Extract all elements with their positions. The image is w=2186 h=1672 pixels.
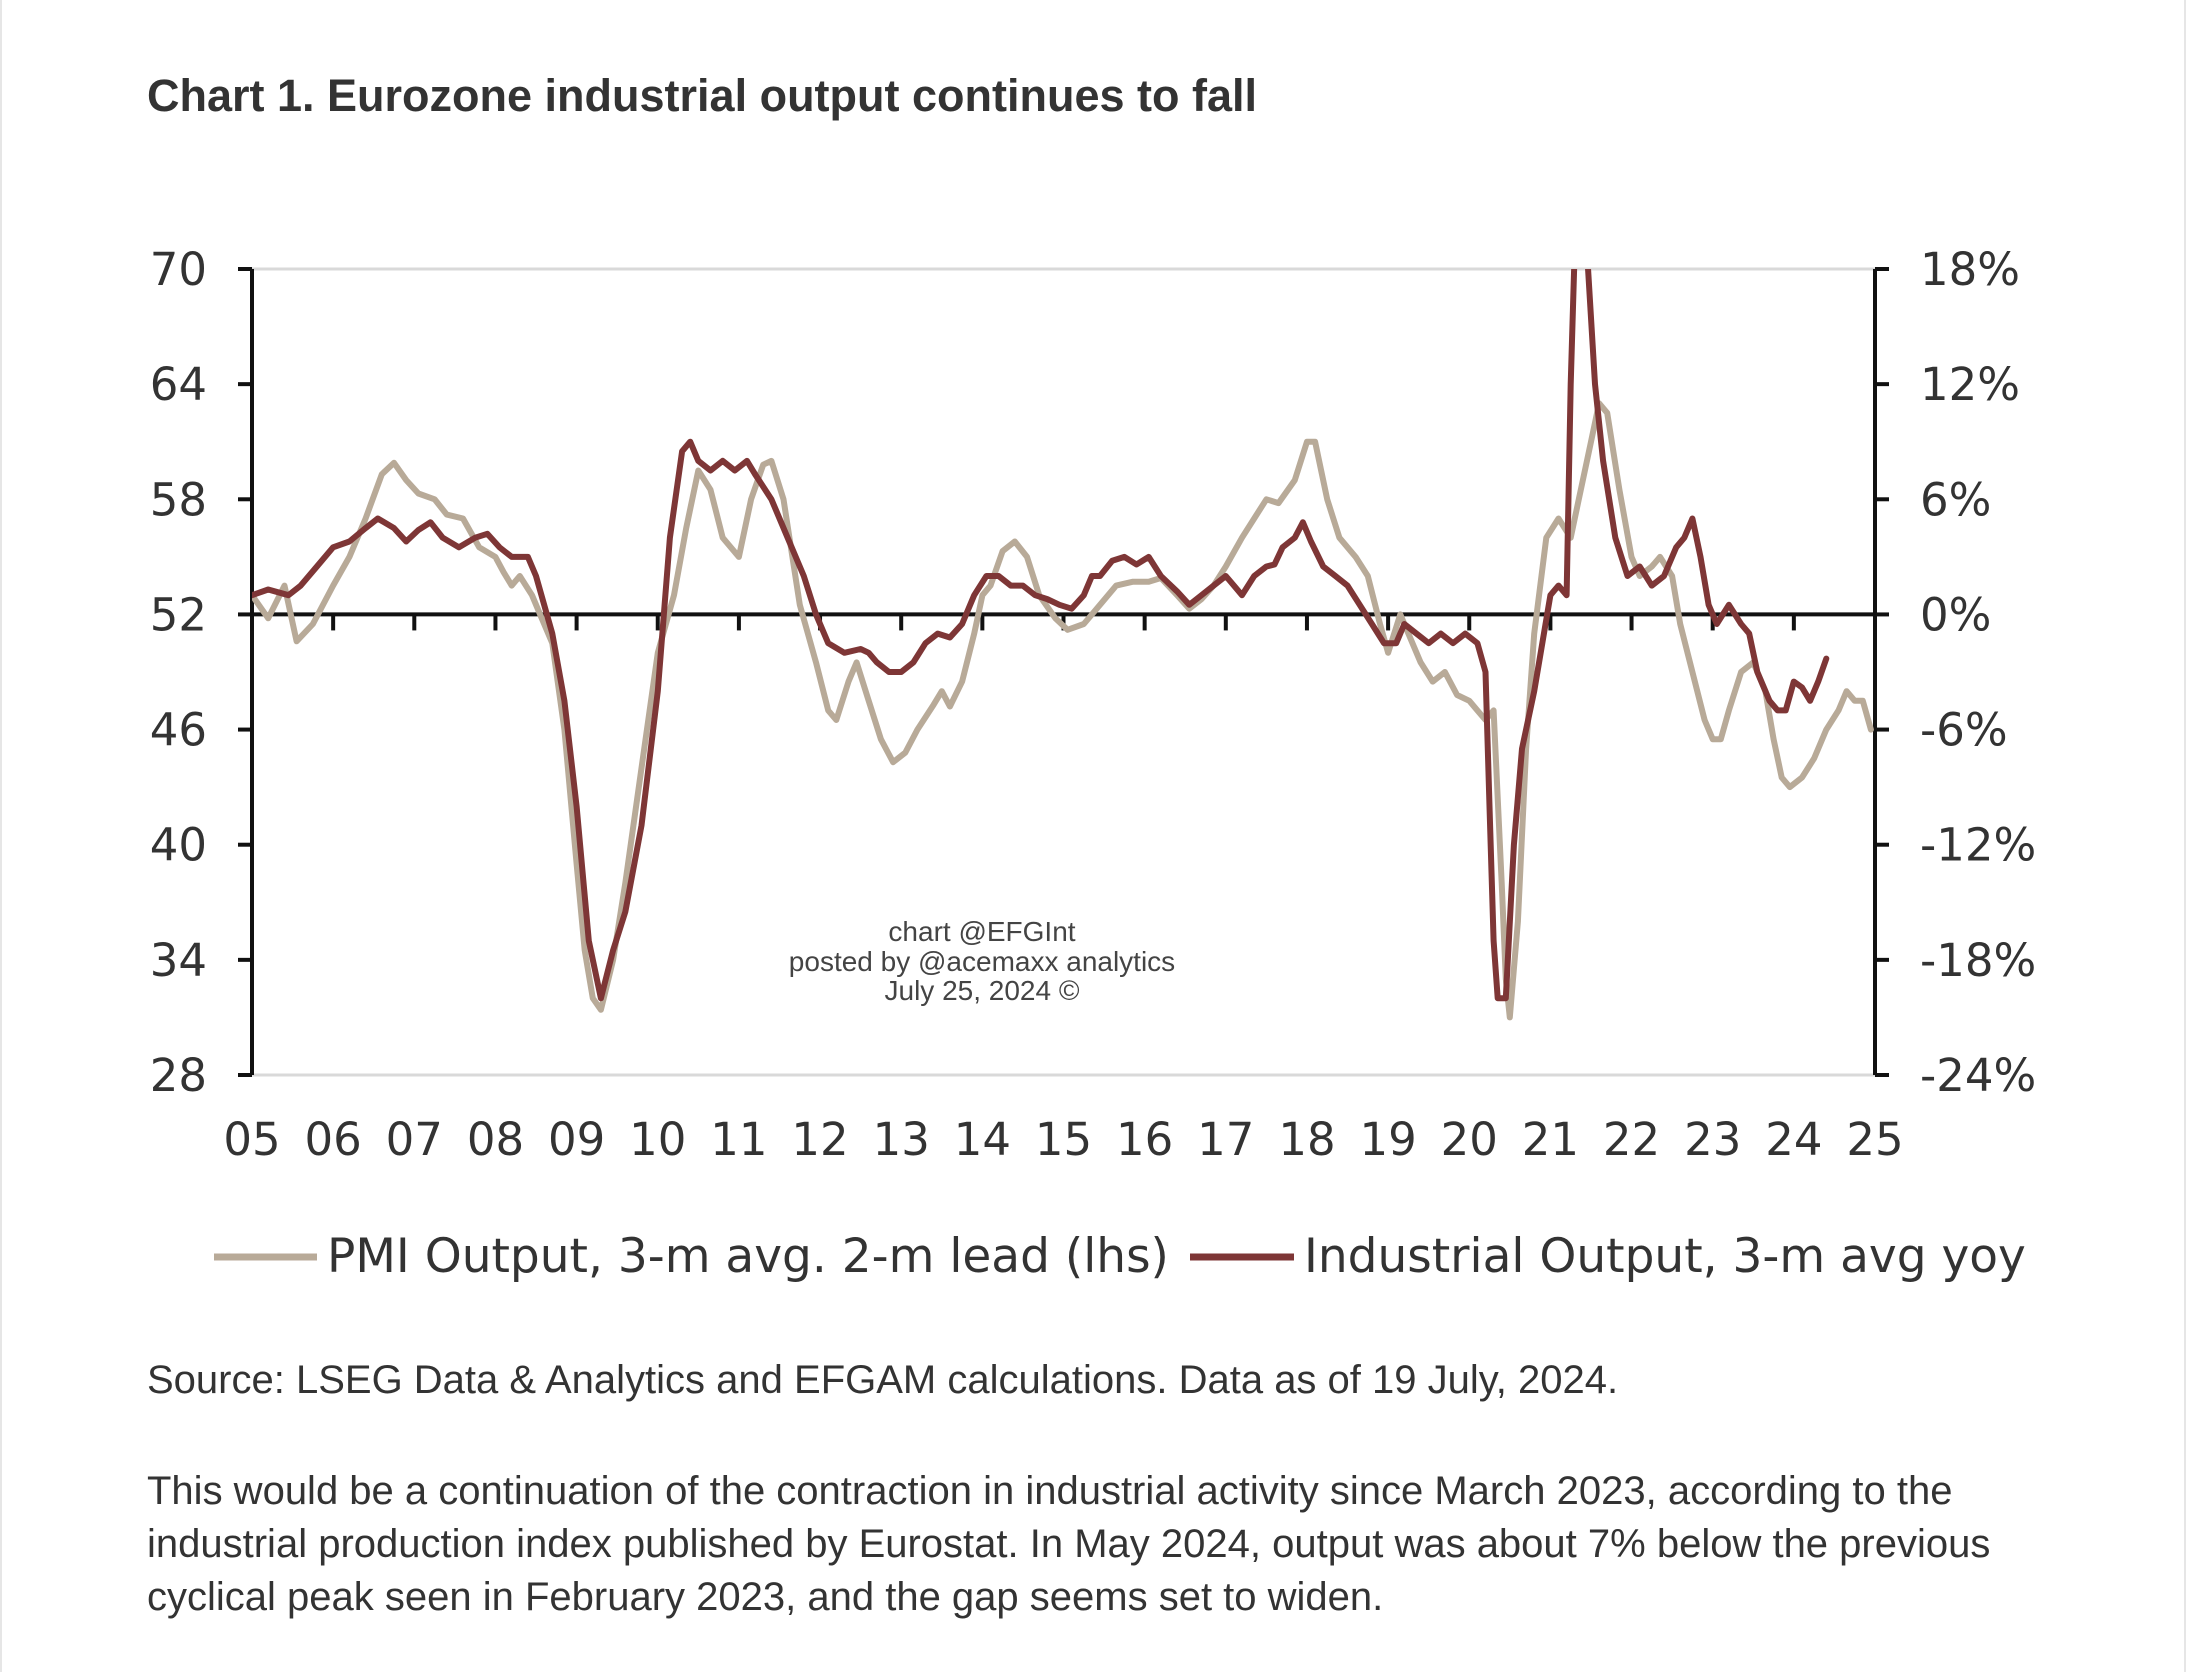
watermark-line-2: posted by @acemaxx analytics bbox=[789, 946, 1175, 977]
x-axis-tick-label: 12 bbox=[791, 1113, 848, 1166]
x-axis-tick-label: 11 bbox=[710, 1113, 767, 1166]
x-axis-tick-label: 19 bbox=[1359, 1113, 1416, 1166]
watermark-line-1: chart @EFGInt bbox=[888, 916, 1075, 947]
x-axis-tick-label: 07 bbox=[386, 1113, 443, 1166]
left-axis-tick-label: 34 bbox=[150, 934, 207, 987]
x-axis-tick-label: 08 bbox=[467, 1113, 524, 1166]
watermark-line-3: July 25, 2024 © bbox=[885, 975, 1080, 1006]
series-layer bbox=[252, 269, 1874, 1021]
series-line-pmi bbox=[252, 400, 1874, 1021]
x-axis-tick-label: 18 bbox=[1278, 1113, 1335, 1166]
x-axis-tick-label: 25 bbox=[1846, 1113, 1903, 1166]
left-axis-tick-label: 46 bbox=[150, 704, 207, 757]
x-axis-tick-label: 14 bbox=[954, 1113, 1011, 1166]
x-axis-tick-label: 15 bbox=[1035, 1113, 1092, 1166]
x-axis-tick-label: 05 bbox=[223, 1113, 280, 1166]
right-axis-tick-label: 12% bbox=[1920, 358, 2020, 411]
left-axis-tick-label: 28 bbox=[150, 1049, 207, 1102]
series-line-industrial bbox=[252, 269, 1830, 1002]
chart: 70 64 58 52 46 40 34 28 18% 12% 6% 0% -6% -12% -18% -24… bbox=[150, 243, 2037, 1284]
left-axis-tick-label: 40 bbox=[150, 819, 207, 872]
legend: PMI Output, 3-m avg. 2-m lead (lhs) Indu… bbox=[214, 1229, 2026, 1284]
x-axis-tick-label: 20 bbox=[1441, 1113, 1498, 1166]
grid-layer bbox=[252, 267, 1875, 1077]
x-axis-tick-label: 06 bbox=[305, 1113, 362, 1166]
x-axis-tick-label: 24 bbox=[1765, 1113, 1822, 1166]
right-axis-tick-label: 18% bbox=[1920, 243, 2020, 296]
x-axis-tick-label: 22 bbox=[1603, 1113, 1660, 1166]
x-axis-tick-label: 13 bbox=[873, 1113, 930, 1166]
right-axis-tick-label: -18% bbox=[1920, 934, 2036, 987]
x-axis-tick-label: 17 bbox=[1197, 1113, 1254, 1166]
x-axis-tick-label: 10 bbox=[629, 1113, 686, 1166]
right-axis-tick-label: 0% bbox=[1920, 588, 1991, 641]
x-axis-tick-label: 09 bbox=[548, 1113, 605, 1166]
left-axis-tick-label: 52 bbox=[150, 588, 207, 641]
watermark: chart @EFGInt posted by @acemaxx analyti… bbox=[789, 916, 1175, 1006]
right-axis-tick-label: -6% bbox=[1920, 704, 2008, 757]
source-note: Source: LSEG Data & Analytics and EFGAM … bbox=[147, 1358, 1619, 1402]
x-axis-tick-label: 16 bbox=[1116, 1113, 1173, 1166]
label-layer: 70 64 58 52 46 40 34 28 18% 12% 6% 0% -6% -12% -18% -24… bbox=[150, 243, 2037, 1166]
legend-label-industrial: Industrial Output, 3-m avg yoy bbox=[1304, 1229, 2026, 1284]
x-axis-tick-label: 23 bbox=[1684, 1113, 1741, 1166]
x-axis-tick-label: 21 bbox=[1522, 1113, 1579, 1166]
left-axis-tick-label: 58 bbox=[150, 473, 207, 526]
axis-layer bbox=[238, 267, 1889, 1077]
right-axis-tick-label: -12% bbox=[1920, 819, 2036, 872]
left-axis-tick-label: 70 bbox=[150, 243, 207, 296]
right-axis-tick-label: -24% bbox=[1920, 1049, 2036, 1102]
legend-label-pmi: PMI Output, 3-m avg. 2-m lead (lhs) bbox=[327, 1229, 1169, 1284]
right-axis-tick-label: 6% bbox=[1920, 473, 1991, 526]
body-paragraph: This would be a continuation of the cont… bbox=[147, 1469, 1991, 1619]
left-axis-tick-label: 64 bbox=[150, 358, 207, 411]
chart-title: Chart 1. Eurozone industrial output cont… bbox=[147, 70, 1258, 121]
